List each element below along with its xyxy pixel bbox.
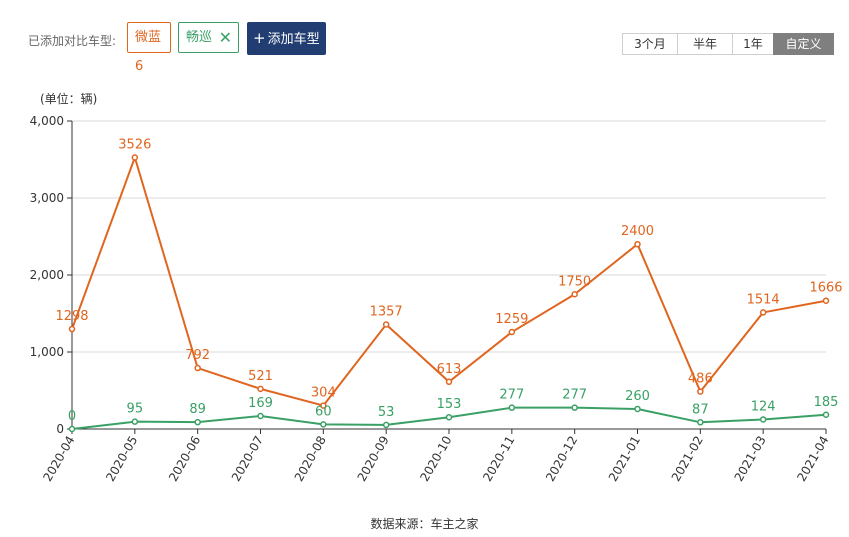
range-3-months-button[interactable]: 3个月 <box>622 33 678 55</box>
data-point <box>822 297 830 304</box>
data-label: 1259 <box>495 312 528 327</box>
data-label: 1666 <box>809 281 842 296</box>
x-tick-label: 2020-12 <box>543 434 580 484</box>
data-label: 277 <box>562 388 587 403</box>
data-label: 521 <box>248 369 273 384</box>
data-point <box>257 385 264 393</box>
data-label: 304 <box>311 386 336 401</box>
data-point <box>759 309 767 316</box>
data-point <box>445 378 453 386</box>
y-tick-label: 0 <box>56 422 64 436</box>
x-tick-label: 2021-04 <box>794 434 831 484</box>
data-label: 2400 <box>621 224 654 239</box>
compare-tag-weilan6[interactable]: 微蓝6 <box>127 22 171 74</box>
y-tick-label: 4,000 <box>30 114 64 128</box>
data-point <box>68 325 76 333</box>
data-point <box>508 404 516 411</box>
data-point <box>634 405 641 413</box>
close-icon[interactable]: ✕ <box>218 28 232 47</box>
data-label: 185 <box>814 395 839 410</box>
toolbar: 已添加对比车型: 微蓝6 畅巡 ✕ + 添加车型 3个月 半年 1年 自定义 <box>0 0 849 74</box>
data-label: 169 <box>248 396 273 411</box>
x-tick-label: 2020-05 <box>103 434 140 484</box>
source-label: 数据来源：车主之家 <box>370 517 479 531</box>
data-label: 0 <box>68 409 76 424</box>
data-label: 613 <box>437 362 462 377</box>
data-point <box>697 419 704 426</box>
data-label: 53 <box>378 405 395 420</box>
y-tick-label: 1,000 <box>30 345 64 359</box>
add-model-label: 添加车型 <box>267 32 320 47</box>
data-point <box>131 418 139 425</box>
data-point <box>822 411 830 419</box>
data-point <box>759 416 767 423</box>
data-point <box>194 364 201 372</box>
data-label: 260 <box>625 389 650 404</box>
data-label: 3526 <box>118 137 151 152</box>
x-tick-label: 2020-10 <box>417 434 454 484</box>
data-point <box>697 388 704 395</box>
plus-icon: + <box>253 29 266 47</box>
data-point <box>634 240 641 248</box>
data-point <box>194 418 201 426</box>
range-custom-button[interactable]: 自定义 <box>773 33 834 55</box>
unit-label: (单位：辆) <box>40 92 98 106</box>
x-tick-label: 2021-03 <box>732 434 769 484</box>
x-tick-label: 2020-06 <box>166 434 203 484</box>
data-point <box>382 421 390 429</box>
x-tick-label: 2020-08 <box>292 434 329 484</box>
added-models-label: 已添加对比车型: <box>28 34 117 48</box>
x-tick-label: 2020-11 <box>480 434 517 484</box>
data-point <box>445 413 453 421</box>
data-label: 1298 <box>55 309 88 324</box>
data-label: 60 <box>315 404 332 419</box>
data-point <box>320 402 327 409</box>
data-label: 124 <box>751 399 776 414</box>
data-label: 1357 <box>370 305 403 320</box>
data-point <box>508 328 516 336</box>
x-tick-label: 2021-02 <box>669 434 706 484</box>
data-label: 87 <box>692 402 709 417</box>
data-label: 153 <box>437 397 462 412</box>
compare-tag-changxun[interactable]: 畅巡 ✕ <box>178 22 239 53</box>
x-tick-label: 2020-09 <box>355 434 392 484</box>
compare-tag-label: 微蓝6 <box>135 30 162 74</box>
data-point <box>382 321 390 328</box>
data-label: 792 <box>185 348 210 363</box>
data-label: 89 <box>189 402 206 417</box>
compare-tag-label: 畅巡 <box>186 30 213 45</box>
data-point <box>131 154 139 161</box>
x-tick-label: 2021-01 <box>606 434 643 484</box>
y-tick-label: 2,000 <box>30 268 64 282</box>
x-tick-label: 2020-04 <box>40 434 77 484</box>
data-point <box>68 425 76 433</box>
y-tick-label: 3,000 <box>30 191 64 205</box>
data-point <box>571 291 578 298</box>
data-label: 95 <box>127 402 144 417</box>
data-point <box>320 421 327 428</box>
data-label: 277 <box>499 388 524 403</box>
data-label: 1514 <box>747 292 780 307</box>
range-selector: 3个月 半年 1年 自定义 <box>622 33 834 55</box>
data-point <box>257 412 264 420</box>
x-tick-label: 2020-07 <box>229 434 266 484</box>
data-point <box>571 404 578 411</box>
data-label: 486 <box>688 372 713 387</box>
add-model-button[interactable]: + 添加车型 <box>247 22 326 55</box>
data-label: 1750 <box>558 274 591 289</box>
